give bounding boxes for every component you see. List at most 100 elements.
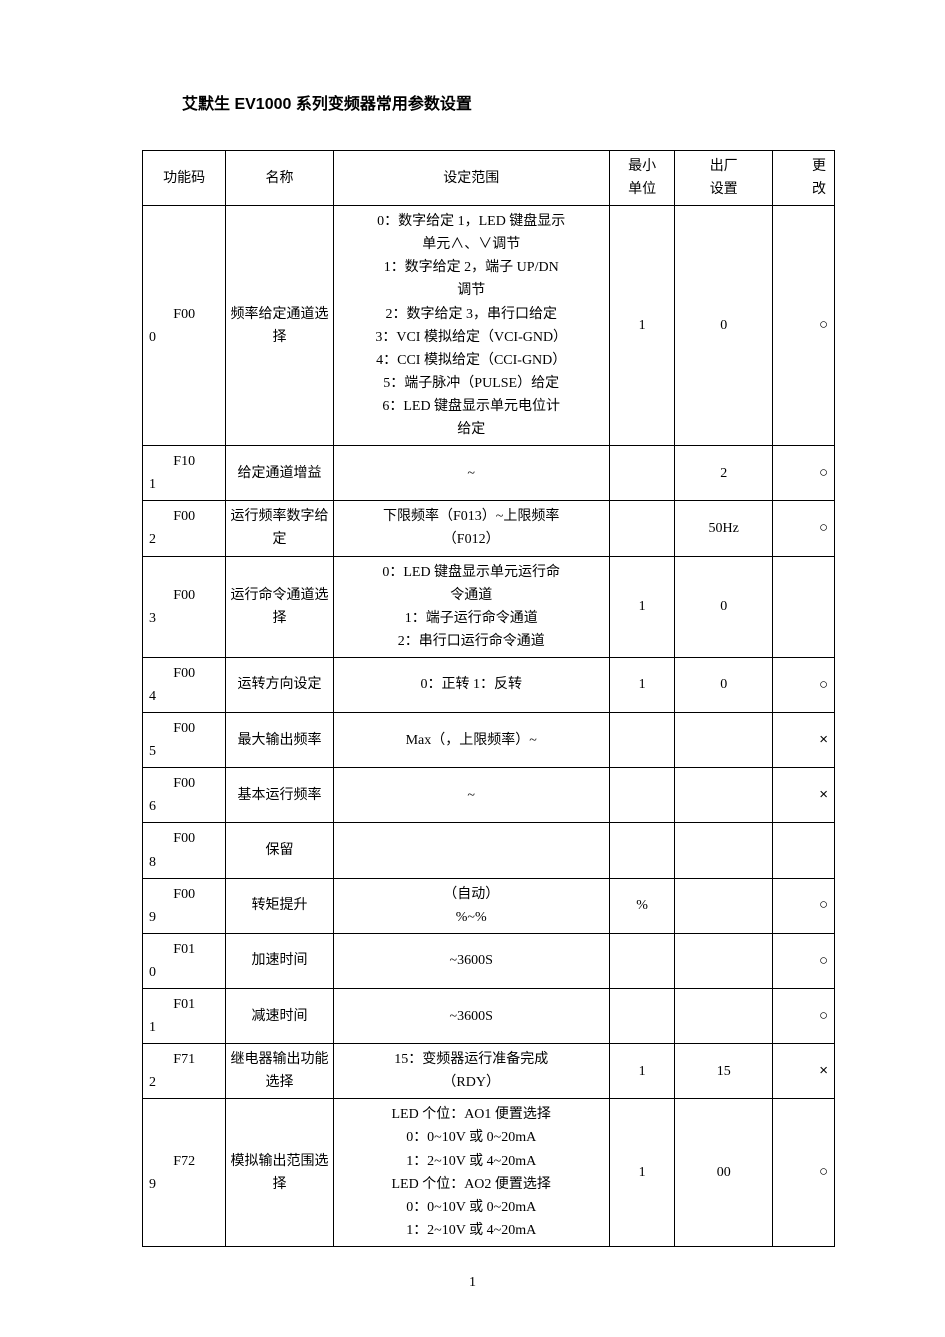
cell-code: F003	[143, 556, 226, 657]
code-l1: F71	[145, 1048, 223, 1071]
cell-change: ×	[773, 713, 835, 768]
range-line: 给定	[336, 418, 607, 441]
cell-unit: 1	[609, 556, 675, 657]
range-line: 调节	[336, 279, 607, 302]
range-line: 1：端子运行命令通道	[336, 607, 607, 630]
cell-factory	[675, 713, 773, 768]
col-header-name: 名称	[226, 151, 333, 206]
cell-factory: 0	[675, 206, 773, 446]
cell-code: F010	[143, 933, 226, 988]
table-row: F009转矩提升（自动）%~%%○	[143, 878, 835, 933]
range-line: 单元∧、∨调节	[336, 233, 607, 256]
cell-change: ○	[773, 989, 835, 1044]
cell-unit: 1	[609, 1099, 675, 1247]
cell-range: 下限频率（F013）~上限频率（F012）	[333, 501, 609, 556]
table-row: F101给定通道增益~2○	[143, 446, 835, 501]
range-line: （RDY）	[336, 1071, 607, 1094]
range-line: 0：数字给定 1，LED 键盘显示	[336, 210, 607, 233]
cell-change: ○	[773, 878, 835, 933]
cell-name: 最大输出频率	[226, 713, 333, 768]
cell-unit	[609, 501, 675, 556]
table-header-row: 功能码 名称 设定范围 最小 单位 出厂 设置 更 改	[143, 151, 835, 206]
table-row: F006基本运行频率~×	[143, 768, 835, 823]
page-number: 1	[0, 1275, 945, 1291]
code-l1: F00	[145, 303, 223, 326]
cell-change: ○	[773, 206, 835, 446]
cell-factory	[675, 989, 773, 1044]
cell-code: F002	[143, 501, 226, 556]
range-line: 1：2~10V 或 4~20mA	[336, 1150, 607, 1173]
cell-name: 继电器输出功能选择	[226, 1044, 333, 1099]
range-line: （自动）	[336, 883, 607, 906]
table-row: F002运行频率数字给定下限频率（F013）~上限频率（F012）50Hz○	[143, 501, 835, 556]
range-line: ~	[336, 784, 607, 807]
cell-code: F005	[143, 713, 226, 768]
col-header-range: 设定范围	[333, 151, 609, 206]
range-line: 2：数字给定 3，串行口给定	[336, 303, 607, 326]
cell-name: 减速时间	[226, 989, 333, 1044]
code-l2: 4	[145, 685, 223, 708]
range-line: 15：变频器运行准备完成	[336, 1048, 607, 1071]
range-line: 4：CCI 模拟给定（CCI-GND）	[336, 349, 607, 372]
cell-name: 保留	[226, 823, 333, 878]
cell-unit	[609, 823, 675, 878]
cell-range: Max（，上限频率）~	[333, 713, 609, 768]
cell-unit: 1	[609, 657, 675, 712]
cell-name: 运行频率数字给定	[226, 501, 333, 556]
cell-range: 0：正转 1：反转	[333, 657, 609, 712]
table-row: F729模拟输出范围选择LED 个位：AO1 便置选择0：0~10V 或 0~2…	[143, 1099, 835, 1247]
range-line: LED 个位：AO1 便置选择	[336, 1103, 607, 1126]
range-line: ~3600S	[336, 949, 607, 972]
cell-unit	[609, 933, 675, 988]
cell-change	[773, 823, 835, 878]
table-row: F004运转方向设定0：正转 1：反转10○	[143, 657, 835, 712]
code-l2: 8	[145, 851, 223, 874]
cell-unit: 1	[609, 1044, 675, 1099]
code-l1: F72	[145, 1150, 223, 1173]
cell-name: 给定通道增益	[226, 446, 333, 501]
cell-code: F101	[143, 446, 226, 501]
table-row: F005最大输出频率Max（，上限频率）~ ×	[143, 713, 835, 768]
cell-code: F006	[143, 768, 226, 823]
range-line: 0：LED 键盘显示单元运行命	[336, 561, 607, 584]
cell-factory	[675, 878, 773, 933]
range-line: 下限频率（F013）~上限频率	[336, 505, 607, 528]
cell-factory: 15	[675, 1044, 773, 1099]
cell-factory	[675, 933, 773, 988]
cell-name: 模拟输出范围选择	[226, 1099, 333, 1247]
cell-range: （自动）%~%	[333, 878, 609, 933]
cell-unit: %	[609, 878, 675, 933]
code-l1: F01	[145, 993, 223, 1016]
cell-name: 运转方向设定	[226, 657, 333, 712]
cell-name: 基本运行频率	[226, 768, 333, 823]
cell-change: ○	[773, 501, 835, 556]
code-l2: 6	[145, 795, 223, 818]
cell-name: 运行命令通道选择	[226, 556, 333, 657]
code-l1: F00	[145, 662, 223, 685]
cell-range: 0：LED 键盘显示单元运行命令通道1：端子运行命令通道2：串行口运行命令通道	[333, 556, 609, 657]
col-header-factory-l2: 设置	[710, 182, 738, 197]
col-header-unit-l1: 最小	[628, 159, 656, 174]
cell-range: ~	[333, 768, 609, 823]
parameter-table: 功能码 名称 设定范围 最小 单位 出厂 设置 更 改 F00 0 频率给定通道选择…	[142, 150, 835, 1247]
col-header-code: 功能码	[143, 151, 226, 206]
cell-factory	[675, 768, 773, 823]
code-l1: F00	[145, 584, 223, 607]
range-line: 0：0~10V 或 0~20mA	[336, 1126, 607, 1149]
col-header-change: 更 改	[773, 151, 835, 206]
col-header-change-l2: 改	[812, 182, 826, 197]
cell-name: 频率给定通道选择	[226, 206, 333, 446]
range-line: （F012）	[336, 528, 607, 551]
table-row: F00 0 频率给定通道选择0：数字给定 1，LED 键盘显示单元∧、∨调节1：数字…	[143, 206, 835, 446]
range-line: 1：数字给定 2，端子 UP/DN	[336, 256, 607, 279]
range-line: LED 个位：AO2 便置选择	[336, 1173, 607, 1196]
code-l2: 1	[145, 473, 223, 496]
range-line: 0：0~10V 或 0~20mA	[336, 1196, 607, 1219]
cell-unit	[609, 989, 675, 1044]
cell-range: ~3600S	[333, 933, 609, 988]
cell-range: 15：变频器运行准备完成（RDY）	[333, 1044, 609, 1099]
cell-change: ×	[773, 1044, 835, 1099]
cell-change	[773, 556, 835, 657]
table-row: F712继电器输出功能选择15：变频器运行准备完成（RDY）115×	[143, 1044, 835, 1099]
cell-factory: 0	[675, 556, 773, 657]
